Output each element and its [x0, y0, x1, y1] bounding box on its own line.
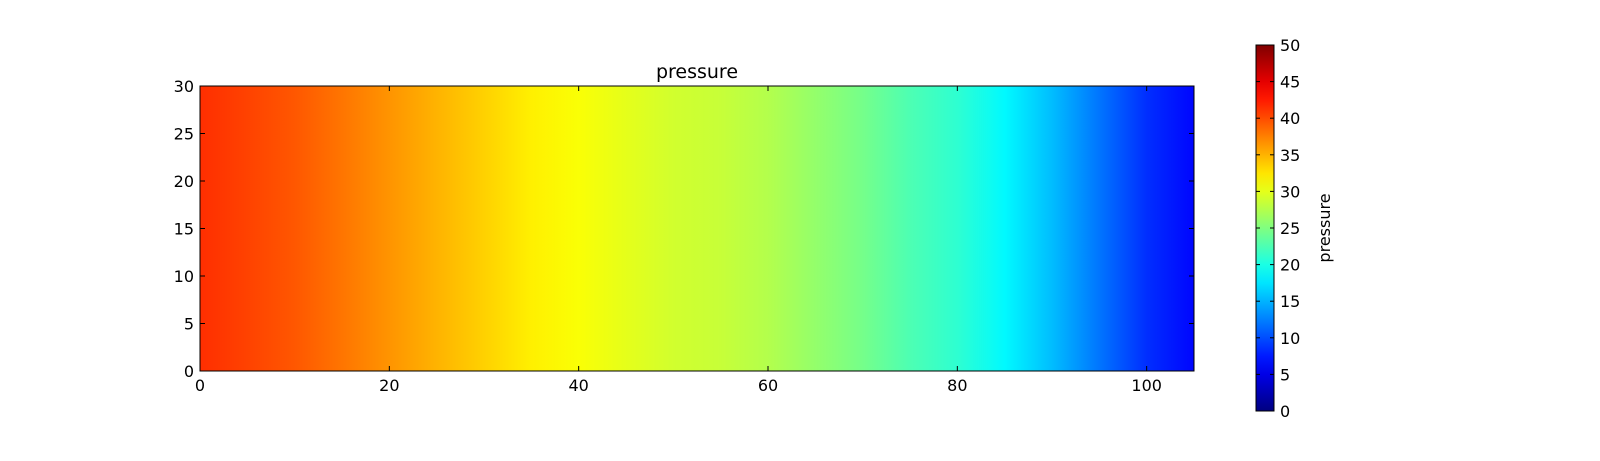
y-tick-label: 20 — [174, 172, 194, 191]
x-axis: 0 20 40 60 80 100 — [195, 86, 1162, 395]
colorbar-tick-label: 20 — [1280, 256, 1300, 275]
y-tick-label: 15 — [174, 220, 194, 239]
y-tick-label: 5 — [184, 315, 194, 334]
colorbar-label: pressure — [1315, 193, 1334, 262]
colorbar-ticks: 0 5 10 15 20 25 30 35 40 45 50 — [1256, 36, 1300, 421]
x-tick-label: 0 — [195, 376, 205, 395]
colorbar-tick-label: 10 — [1280, 329, 1300, 348]
colorbar: 0 5 10 15 20 25 30 35 40 45 50 pressure — [1255, 36, 1334, 421]
x-tick-label: 100 — [1131, 376, 1162, 395]
colorbar-tick-label: 35 — [1280, 146, 1300, 165]
colorbar-tick-label: 40 — [1280, 109, 1300, 128]
x-tick-label: 80 — [947, 376, 967, 395]
x-tick-label: 20 — [379, 376, 399, 395]
colorbar-tick-label: 50 — [1280, 36, 1300, 55]
colorbar-tick-label: 25 — [1280, 219, 1300, 238]
y-tick-label: 10 — [174, 267, 194, 286]
y-tick-label: 25 — [174, 125, 194, 144]
plot-area — [199, 85, 1195, 372]
colorbar-tick-label: 5 — [1280, 365, 1290, 384]
x-tick-label: 60 — [758, 376, 778, 395]
y-tick-label: 30 — [174, 77, 194, 96]
colorbar-tick-label: 15 — [1280, 292, 1300, 311]
y-axis: 0 5 10 15 20 25 30 — [174, 77, 1194, 381]
chart-title: pressure — [656, 61, 738, 83]
colorbar-tick-label: 45 — [1280, 73, 1300, 92]
colorbar-tick-label: 0 — [1280, 402, 1290, 421]
colorbar-tick-label: 30 — [1280, 182, 1300, 201]
pressure-field — [200, 86, 1194, 371]
y-tick-label: 0 — [184, 362, 194, 381]
colorbar-gradient — [1256, 45, 1274, 411]
x-tick-label: 40 — [568, 376, 588, 395]
